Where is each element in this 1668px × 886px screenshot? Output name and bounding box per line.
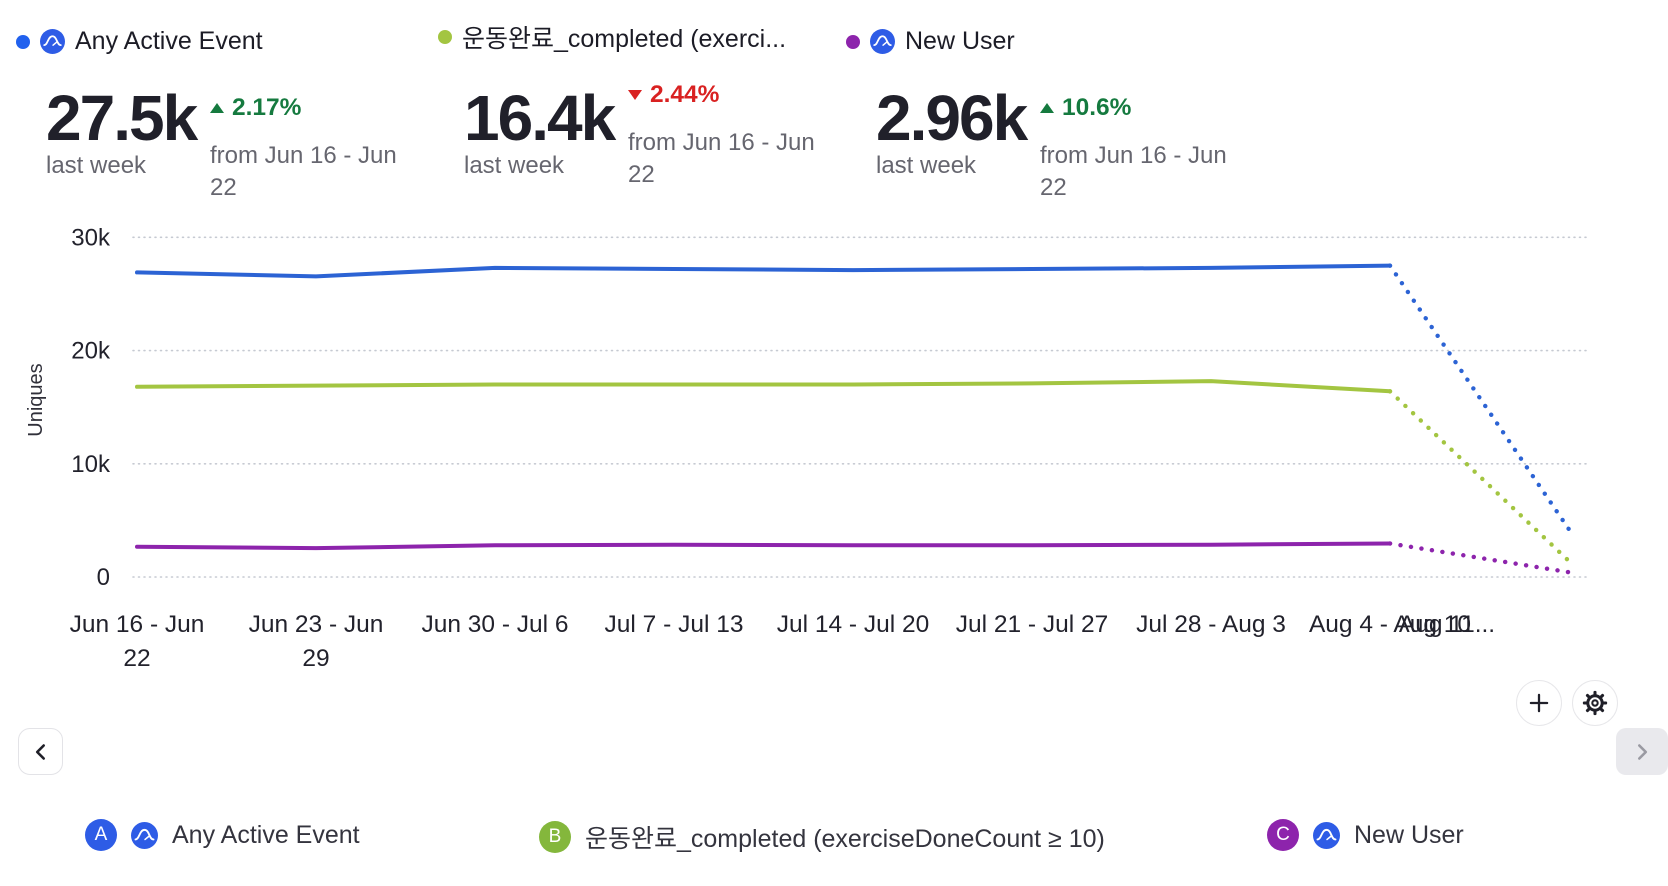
chart-settings-button[interactable] <box>1572 680 1618 726</box>
x-tick-label: Jul 7 - Jul 13 <box>605 611 744 638</box>
top-legend-item[interactable]: New User <box>846 27 1015 56</box>
plus-icon <box>1529 693 1549 713</box>
amplitude-event-icon <box>1313 821 1340 849</box>
series-color-dot <box>16 34 30 49</box>
scroll-legend-left-button[interactable] <box>18 728 63 775</box>
top-legend-label: 운동완료_completed (exerci... <box>462 25 787 53</box>
y-tick-label: 10k <box>71 451 111 478</box>
series-line-projection <box>1387 541 1572 575</box>
top-legend-item[interactable]: 운동완료_completed (exerci... <box>438 19 786 55</box>
series-line-projection <box>1387 263 1572 532</box>
metric-value: 27.5k <box>46 82 198 154</box>
chevron-right-icon <box>1637 743 1648 760</box>
series-line <box>135 263 1392 279</box>
legend-item[interactable]: C New User <box>1267 819 1464 851</box>
metric-period: last week <box>46 152 147 179</box>
legend-item[interactable]: B 운동완료_completed (exerciseDoneCount ≥ 10) <box>539 819 1105 855</box>
series-letter-badge: B <box>539 821 571 853</box>
x-tick-label: Jun 23 - Jun 29 <box>249 611 384 672</box>
legend-label: New User <box>1354 820 1464 849</box>
gear-icon <box>1582 690 1608 716</box>
metric-compare-range: from Jun 16 - Jun 22 <box>210 142 397 201</box>
delta-percent: 2.44% <box>650 81 720 108</box>
x-tick-label: Jul 28 - Aug 3 <box>1136 611 1286 638</box>
metric-value: 2.96k <box>876 82 1028 154</box>
x-tick-label: Aug 4 - Aug 10 <box>1309 611 1471 638</box>
series-color-dot <box>846 34 860 49</box>
series-letter-badge: A <box>85 819 117 851</box>
y-axis-ticks: 30k 20k 10k 0 <box>71 224 111 591</box>
x-tick-label: Jun 16 - Jun 22 <box>70 611 205 672</box>
x-tick-label: Jul 14 - Jul 20 <box>777 611 930 638</box>
metric-period: last week <box>464 152 565 179</box>
series-line <box>135 541 1392 551</box>
series-lines <box>135 263 1572 575</box>
add-annotation-button[interactable] <box>1516 680 1562 726</box>
metric-compare-range: from Jun 16 - Jun 22 <box>628 129 815 188</box>
y-tick-label: 30k <box>71 224 111 251</box>
scroll-legend-right-button[interactable] <box>1616 728 1668 775</box>
series-color-dot <box>438 30 452 44</box>
series-letter-badge: C <box>1267 819 1299 851</box>
series-line-projection <box>1387 389 1572 564</box>
delta-percent: 10.6% <box>1062 94 1132 121</box>
delta-arrow-icon <box>210 103 224 113</box>
delta-arrow-icon <box>1040 103 1054 113</box>
x-tick-label: Jun 30 - Jul 6 <box>421 611 568 638</box>
chevron-left-icon <box>35 743 45 760</box>
gridlines <box>132 236 1591 578</box>
legend-label: 운동완료_completed (exerciseDoneCount ≥ 10) <box>585 825 1105 853</box>
metric-compare-range: from Jun 16 - Jun 22 <box>1040 142 1227 201</box>
metric-delta: 2.17% <box>210 94 301 122</box>
y-tick-label: 20k <box>71 338 111 365</box>
y-tick-label: 0 <box>97 564 110 591</box>
legend-item[interactable]: A Any Active Event <box>85 819 360 851</box>
legend-label: Any Active Event <box>172 820 360 849</box>
series-line <box>135 379 1392 394</box>
top-legend-label: New User <box>905 27 1015 55</box>
metric-period: last week <box>876 152 977 179</box>
top-legend-label: Any Active Event <box>75 27 263 55</box>
x-axis-labels: Jun 16 - Jun 22 Jun 23 - Jun 29 Jun 30 - Jul… <box>70 611 1496 672</box>
metric-value: 16.4k <box>464 82 616 154</box>
amplitude-event-icon <box>40 29 65 54</box>
amplitude-event-icon <box>131 821 158 849</box>
top-legend-item[interactable]: Any Active Event <box>16 27 263 56</box>
metric-delta: 10.6% <box>1040 94 1131 122</box>
y-axis-title: Uniques <box>25 363 47 436</box>
x-tick-label: Aug 11... <box>1399 611 1495 638</box>
metric-delta: 2.44% <box>628 81 719 109</box>
delta-percent: 2.17% <box>232 94 302 121</box>
amplitude-event-icon <box>870 29 895 54</box>
x-tick-label: Jul 21 - Jul 27 <box>956 611 1109 638</box>
delta-arrow-icon <box>628 90 642 100</box>
